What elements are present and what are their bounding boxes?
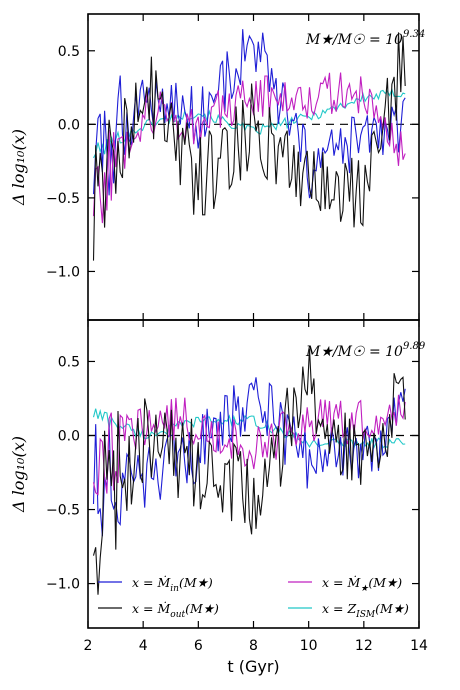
bottom-panel-series <box>92 348 406 595</box>
x-tick-label: 12 <box>355 638 373 654</box>
bottom-panel-y-ticks: 0.5 0.0 −0.5 −1.0 <box>46 354 419 593</box>
y-tick-label: −0.5 <box>46 191 80 207</box>
y-tick-label: −0.5 <box>46 503 80 519</box>
x-tick-label: 2 <box>84 638 93 654</box>
legend-label-in: x = Ṁin(M★) <box>132 575 213 594</box>
x-tick-label: 4 <box>139 638 148 654</box>
bottom-panel-x-ticks <box>87 320 420 628</box>
x-tick-labels: 2 4 6 8 10 12 14 <box>84 638 428 654</box>
legend-entry-star: x = Ṁ★(M★) <box>288 575 402 594</box>
y-tick-label: 0.0 <box>58 117 80 133</box>
legend: x = Ṁin(M★) x = Ṁ★(M★) x = Ṁout(M★) x = … <box>98 575 409 620</box>
top-panel: 0.5 0.0 −0.5 −1.0 M★/M☉ = 109.34 Δ log₁₀(x) <box>9 13 425 321</box>
legend-entry-in: x = Ṁin(M★) <box>98 575 213 594</box>
legend-label-zism: x = ZISM(M★) <box>322 601 409 620</box>
y-tick-label: −1.0 <box>46 577 80 593</box>
top-panel-y-label: Δ log₁₀(x) <box>9 129 28 206</box>
top-panel-x-ticks <box>87 14 420 320</box>
legend-entry-out: x = Ṁout(M★) <box>98 601 219 620</box>
top-panel-annotation: M★/M☉ = 109.34 <box>305 29 425 48</box>
x-axis-label: t (Gyr) <box>227 657 279 676</box>
bottom-panel-annotation: M★/M☉ = 109.89 <box>305 341 426 360</box>
legend-label-out: x = Ṁout(M★) <box>132 601 219 620</box>
x-tick-label: 10 <box>300 638 318 654</box>
y-tick-label: −1.0 <box>46 264 80 280</box>
top-panel-y-ticks: 0.5 0.0 −0.5 −1.0 <box>46 44 419 280</box>
series-line-in <box>92 29 406 199</box>
series-line-out <box>92 32 406 261</box>
series-line-zism <box>92 408 406 450</box>
bottom-panel: 0.5 0.0 −0.5 −1.0 M★/M☉ = 109.89 Δ log₁₀(x)… <box>9 319 426 629</box>
legend-entry-zism: x = ZISM(M★) <box>288 601 409 620</box>
series-line-zism <box>93 87 406 159</box>
series-line-out <box>92 348 406 595</box>
y-tick-label: 0.5 <box>58 354 80 370</box>
x-tick-label: 6 <box>194 638 203 654</box>
top-panel-series <box>92 29 406 261</box>
top-panel-frame <box>87 13 420 321</box>
x-tick-label: 8 <box>249 638 258 654</box>
bottom-panel-y-label: Δ log₁₀(x) <box>9 436 28 513</box>
y-tick-label: 0.0 <box>58 429 80 445</box>
series-line-star <box>92 72 406 224</box>
legend-label-star: x = Ṁ★(M★) <box>322 575 402 594</box>
series-line-star <box>92 394 406 496</box>
x-tick-label: 14 <box>410 638 428 654</box>
y-tick-label: 0.5 <box>58 44 80 60</box>
